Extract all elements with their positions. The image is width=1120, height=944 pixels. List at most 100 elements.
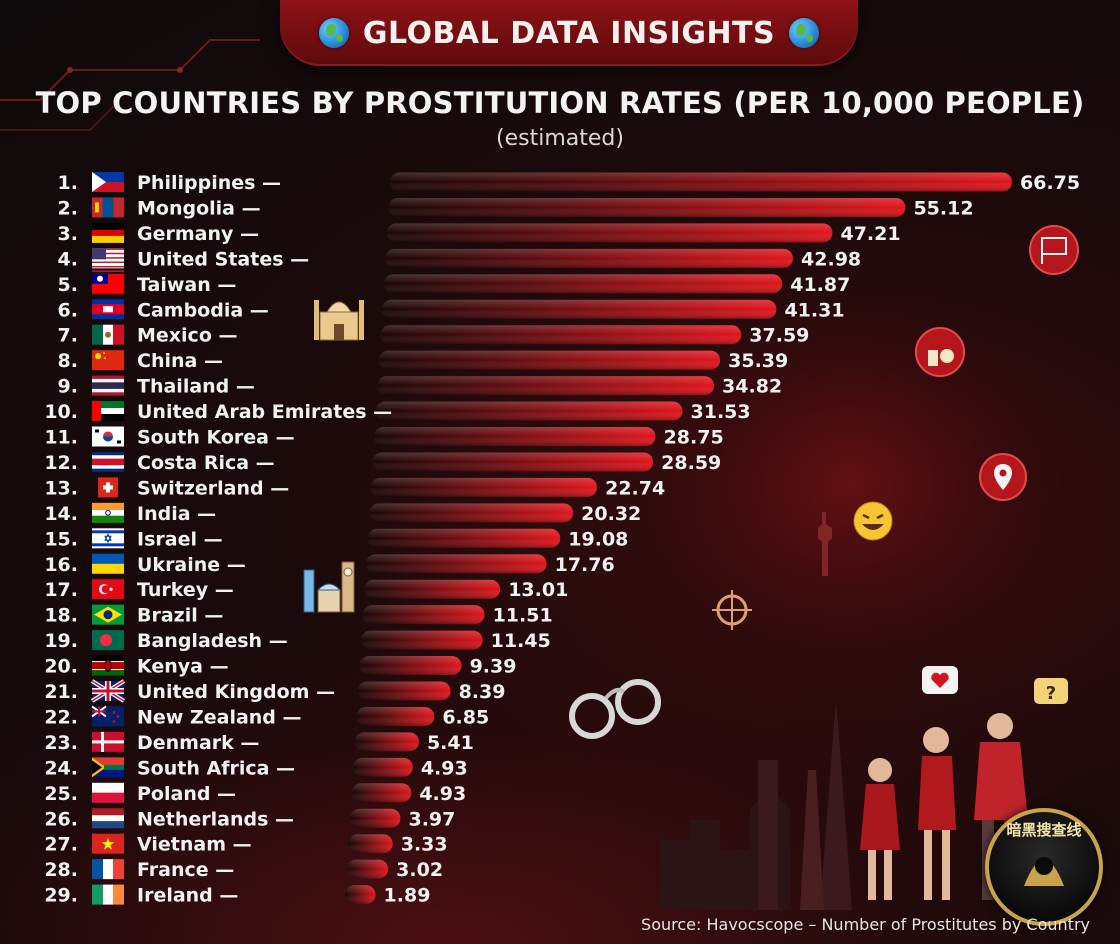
- rank-label: 27.: [44, 834, 78, 856]
- rank-label: 3.: [58, 223, 78, 245]
- bar-shine: [354, 732, 419, 752]
- value-label: 20.32: [581, 503, 641, 525]
- rank-label: 17.: [44, 579, 78, 601]
- flag-south-africa-icon: [92, 757, 124, 778]
- rank-label: 20.: [44, 656, 78, 678]
- bar-shine: [359, 656, 462, 676]
- rank-label: 6.: [58, 299, 78, 321]
- value-label: 3.97: [408, 808, 455, 830]
- bar-shine: [369, 503, 574, 523]
- value-label: 34.82: [722, 376, 782, 398]
- bar-shine: [367, 528, 561, 548]
- value-label: 35.39: [728, 350, 788, 372]
- country-label: United Arab Emirates —: [137, 401, 392, 423]
- rank-label: 1.: [58, 172, 78, 194]
- flag-israel-icon: [92, 528, 124, 549]
- flag-china-icon: [92, 350, 124, 371]
- country-label: United States —: [137, 248, 309, 270]
- flag-taiwan-icon: [92, 273, 124, 294]
- country-label: Turkey —: [137, 579, 234, 601]
- country-label: Brazil —: [137, 605, 223, 627]
- flag-india-icon: [92, 502, 124, 523]
- city-people-illustration: [660, 700, 1028, 910]
- country-label: China —: [137, 350, 223, 372]
- country-label: South Africa —: [137, 757, 295, 779]
- source-note: Source: Havocscope – Number of Prostitut…: [641, 915, 1090, 934]
- country-label: Ukraine —: [137, 554, 246, 576]
- rank-label: 24.: [44, 757, 78, 779]
- value-label: 17.76: [555, 554, 615, 576]
- header-title: GLOBAL DATA INSIGHTS: [362, 15, 776, 51]
- bar-shine: [385, 248, 794, 268]
- bar-shine: [351, 783, 412, 803]
- bar-shine: [361, 630, 483, 650]
- bar-shine: [348, 834, 393, 854]
- rank-label: 11.: [44, 427, 78, 449]
- globe-icon: [318, 18, 349, 48]
- value-label: 41.87: [790, 274, 850, 296]
- country-label: Cambodia —: [137, 299, 269, 321]
- value-label: 31.53: [691, 401, 751, 423]
- bar-shine: [386, 223, 833, 243]
- country-label: Israel —: [137, 528, 223, 550]
- bar-shine: [370, 477, 598, 497]
- flag-netherlands-icon: [92, 808, 124, 829]
- value-label: 28.75: [664, 427, 724, 449]
- country-label: Kenya —: [137, 656, 229, 678]
- bar-shine: [372, 452, 654, 472]
- bar-shine: [375, 401, 683, 421]
- bar-shine: [345, 885, 376, 905]
- mosque-icon: [314, 300, 364, 341]
- value-label: 6.85: [442, 706, 489, 728]
- rank-label: 25.: [44, 783, 78, 805]
- flag-united-arab-emirates-icon: [92, 401, 124, 422]
- country-label: South Korea —: [137, 427, 295, 449]
- country-label: Poland —: [137, 783, 236, 805]
- country-label: Bangladesh —: [137, 630, 288, 652]
- globe-icon: [789, 18, 820, 48]
- network-lines-decoration: [0, 39, 260, 131]
- value-label: 37.59: [749, 325, 809, 347]
- flag-ukraine-icon: [92, 553, 124, 574]
- chart-subtitle: (estimated): [496, 126, 624, 151]
- country-label: Thailand —: [137, 376, 255, 398]
- country-label: Mongolia —: [137, 197, 261, 219]
- country-label: France —: [137, 859, 234, 881]
- flag-united-states-icon: [92, 248, 124, 277]
- flag-united-kingdom-icon: [90, 679, 126, 703]
- rank-label: 16.: [44, 554, 78, 576]
- country-label: Switzerland —: [137, 477, 289, 499]
- value-label: 8.39: [459, 681, 506, 703]
- value-label: 42.98: [801, 248, 861, 270]
- rank-label: 10.: [44, 401, 78, 423]
- flag-costa-rica-icon: [92, 451, 124, 472]
- bar-shine: [349, 808, 401, 828]
- flag-kenya-icon: [92, 655, 124, 676]
- value-label: 4.93: [419, 783, 466, 805]
- rank-label: 2.: [58, 197, 78, 219]
- location-pin-icon: [979, 453, 1027, 501]
- flag-cambodia-icon: [92, 299, 124, 320]
- value-label: 11.45: [491, 630, 551, 652]
- country-label: United Kingdom —: [137, 681, 335, 703]
- flag-ireland-icon: [92, 884, 124, 905]
- value-label: 41.31: [784, 299, 844, 321]
- bar-shine: [388, 197, 906, 217]
- value-label: 47.21: [840, 223, 900, 245]
- flag-brazil-icon: [92, 604, 124, 625]
- bar-shine: [383, 274, 783, 294]
- value-label: 22.74: [605, 477, 665, 499]
- cityscape-icon: [303, 561, 355, 613]
- flag-vietnam-icon: [92, 833, 124, 854]
- value-label: 11.51: [493, 605, 553, 627]
- rank-label: 9.: [58, 376, 78, 398]
- watermark-badge: 暗黑搜查线: [985, 808, 1103, 926]
- bar-shine: [381, 299, 777, 319]
- rank-label: 23.: [44, 732, 78, 754]
- flag-france-icon: [92, 859, 124, 880]
- bar-shine: [377, 376, 715, 396]
- hooded-figure-icon: [1024, 856, 1064, 886]
- bar-shine: [365, 554, 547, 574]
- rank-label: 14.: [44, 503, 78, 525]
- question-chat-icon: ?: [1034, 678, 1068, 704]
